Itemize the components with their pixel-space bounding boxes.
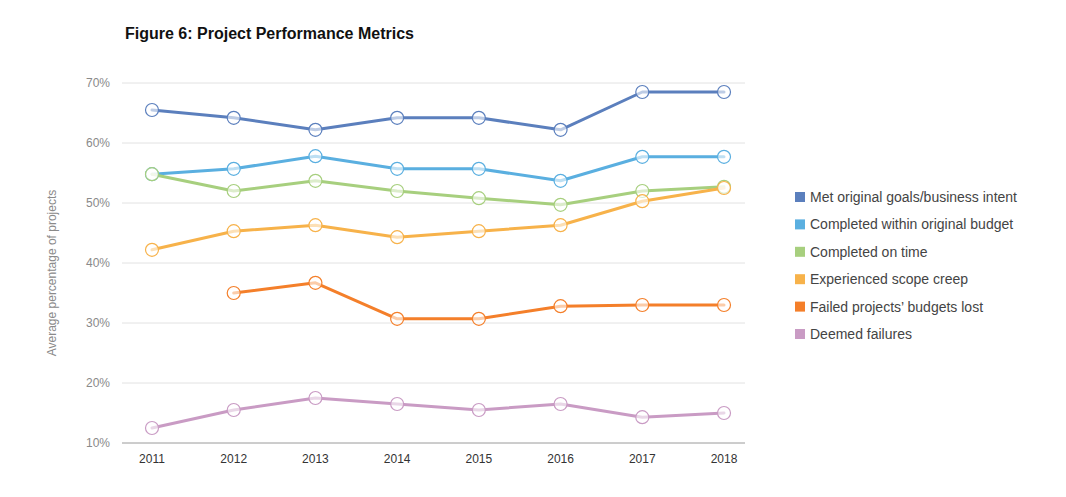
marker (309, 174, 322, 187)
marker (227, 162, 240, 175)
marker (718, 86, 731, 99)
marker (146, 168, 159, 181)
marker (636, 195, 649, 208)
marker (309, 276, 322, 289)
marker (227, 111, 240, 124)
legend-label: Deemed failures (810, 326, 912, 342)
marker (227, 404, 240, 417)
marker (146, 243, 159, 256)
marker (554, 123, 567, 136)
title: Figure 6: Project Performance Metrics (125, 25, 414, 42)
legend-swatch (795, 274, 805, 284)
marker (472, 312, 485, 325)
marker (391, 231, 404, 244)
x-tick-label: 2014 (384, 452, 411, 466)
grid-line (122, 83, 745, 84)
marker (472, 192, 485, 205)
x-tick-label: 2012 (220, 452, 247, 466)
marker (554, 219, 567, 232)
x-tick-label: 2017 (629, 452, 656, 466)
legend-label: Completed within original budget (810, 216, 1013, 232)
legend-swatch (795, 247, 805, 257)
grid-line (122, 263, 745, 264)
marker (391, 185, 404, 198)
marker (227, 287, 240, 300)
marker (391, 162, 404, 175)
y-tick-label: 60% (86, 136, 110, 150)
grid-line (122, 143, 745, 144)
marker (146, 168, 159, 181)
marker (636, 411, 649, 424)
marker (636, 86, 649, 99)
marker (227, 185, 240, 198)
marker (718, 407, 731, 420)
marker (391, 312, 404, 325)
legend-swatch (795, 329, 805, 339)
x-tick-label: 2011 (139, 452, 165, 466)
x-tick-label: 2018 (711, 452, 738, 466)
x-axis-line (122, 443, 745, 444)
marker (391, 398, 404, 411)
legend: Met original goals/business intent Comple… (795, 189, 1017, 342)
legend-swatch (795, 192, 805, 202)
legend-label: Met original goals/business intent (810, 189, 1017, 205)
marker (472, 162, 485, 175)
grid-line (122, 383, 745, 384)
marker (718, 150, 731, 163)
y-tick-label: 20% (86, 376, 110, 390)
marker (472, 404, 485, 417)
marker (554, 174, 567, 187)
marker (227, 225, 240, 238)
marker (636, 150, 649, 163)
legend-swatch (795, 302, 805, 312)
y-axis-label: Average percentage of projects (45, 190, 59, 357)
marker (554, 300, 567, 313)
series-line (152, 398, 724, 428)
y-tick-label: 10% (86, 436, 110, 450)
marker (309, 150, 322, 163)
marker (146, 422, 159, 435)
marker (309, 219, 322, 232)
x-tick-label: 2013 (302, 452, 329, 466)
y-tick-label: 30% (86, 316, 110, 330)
marker (718, 182, 731, 195)
marker (472, 111, 485, 124)
legend-swatch (795, 219, 805, 229)
plot-area (146, 86, 731, 435)
marker (472, 225, 485, 238)
chart: Figure 6: Project Performance Metrics Ave… (0, 0, 1066, 497)
marker (309, 392, 322, 405)
y-tick-label: 70% (86, 76, 110, 90)
marker (391, 111, 404, 124)
legend-label: Experienced scope creep (810, 271, 968, 287)
marker (309, 123, 322, 136)
grid-line (122, 203, 745, 204)
marker (554, 398, 567, 411)
marker (146, 104, 159, 117)
marker (636, 299, 649, 312)
x-tick-label: 2016 (547, 452, 574, 466)
legend-label: Completed on time (810, 244, 928, 260)
y-tick-label: 40% (86, 256, 110, 270)
y-tick-label: 50% (86, 196, 110, 210)
grid-line (122, 323, 745, 324)
x-tick-label: 2015 (466, 452, 493, 466)
marker (718, 299, 731, 312)
legend-label: Failed projects’ budgets lost (810, 299, 983, 315)
marker (554, 198, 567, 211)
series-line (152, 188, 724, 250)
